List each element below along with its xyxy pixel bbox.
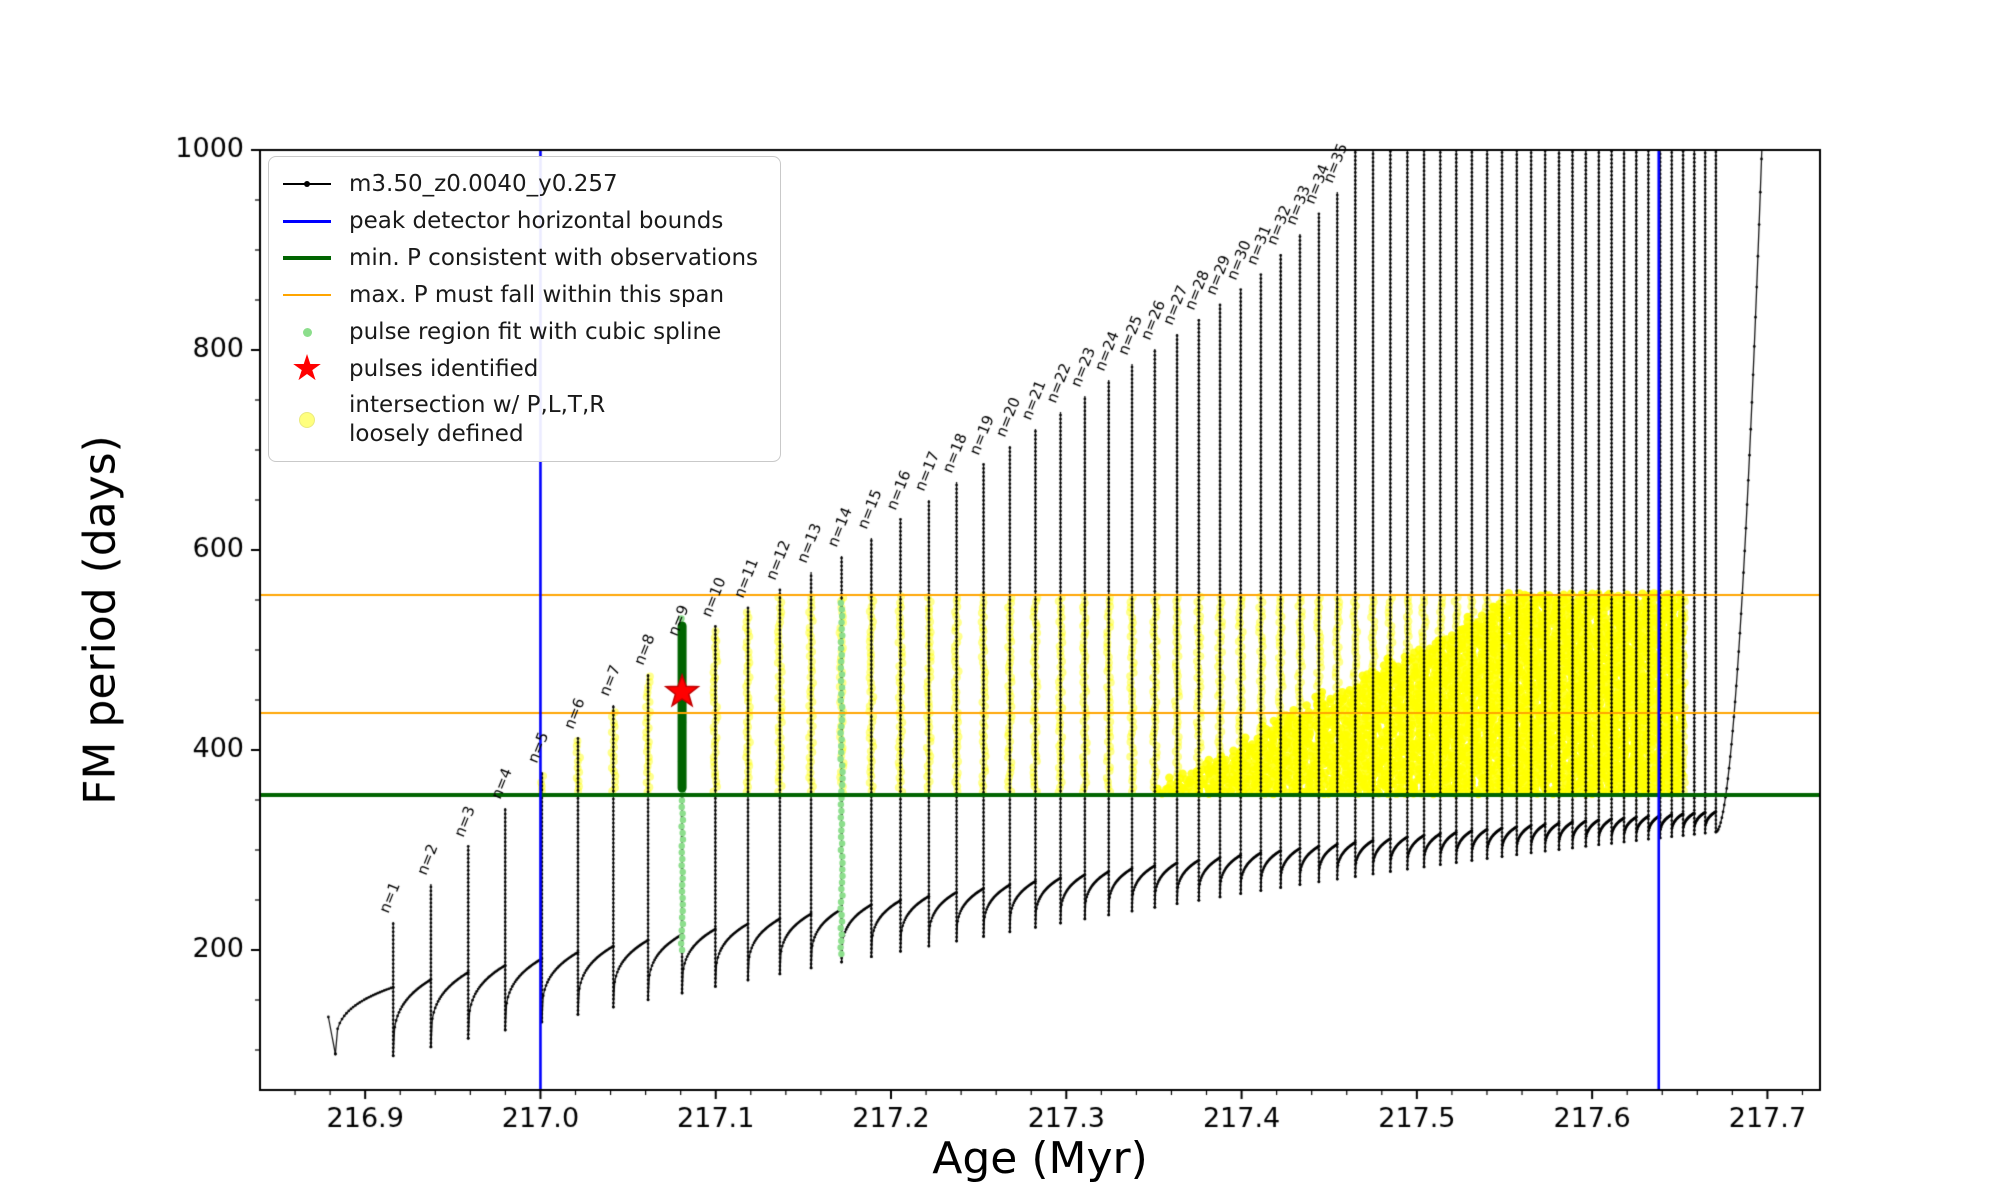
legend-item-pulse-region: pulse region fit with cubic spline — [281, 317, 758, 347]
orange-line — [283, 294, 331, 296]
legend-item-pulses-identified: ★ pulses identified — [281, 348, 758, 389]
legend-label-series: m3.50_z0.0040_y0.257 — [349, 170, 618, 197]
legend-label-min-p: min. P consistent with observations — [349, 244, 759, 271]
blue-line — [283, 219, 331, 223]
yellow-dot-icon — [281, 405, 333, 435]
legend-item-max-p: max. P must fall within this span — [281, 280, 758, 310]
y-axis-label: FM period (days) — [74, 435, 126, 805]
legend-label-max-p: max. P must fall within this span — [349, 281, 725, 308]
green-dot-icon — [281, 317, 333, 347]
series-line-icon — [281, 169, 333, 199]
legend-label-peak-bounds: peak detector horizontal bounds — [349, 207, 724, 234]
green-line-icon — [281, 243, 333, 273]
legend-item-intersection: intersection w/ P,L,T,R loosely defined — [281, 391, 758, 449]
x-axis-label: Age (Myr) — [932, 1133, 1148, 1184]
legend-label-pulse-region: pulse region fit with cubic spline — [349, 318, 722, 345]
green-line — [283, 256, 331, 260]
legend-item-min-p: min. P consistent with observations — [281, 243, 758, 273]
legend: m3.50_z0.0040_y0.257 peak detector horiz… — [268, 156, 782, 462]
yellow-dot — [299, 411, 315, 428]
legend-item-series: m3.50_z0.0040_y0.257 — [281, 169, 758, 199]
series-marker-dot — [304, 181, 310, 187]
legend-label-pulses-identified: pulses identified — [349, 355, 539, 382]
legend-label-intersection: intersection w/ P,L,T,R loosely defined — [349, 392, 606, 447]
green-dot — [302, 327, 312, 337]
star-icon-wrap: ★ — [281, 348, 333, 389]
blue-line-icon — [281, 206, 333, 236]
star-icon: ★ — [290, 348, 324, 389]
legend-item-peak-bounds: peak detector horizontal bounds — [281, 206, 758, 236]
orange-line-icon — [281, 280, 333, 310]
